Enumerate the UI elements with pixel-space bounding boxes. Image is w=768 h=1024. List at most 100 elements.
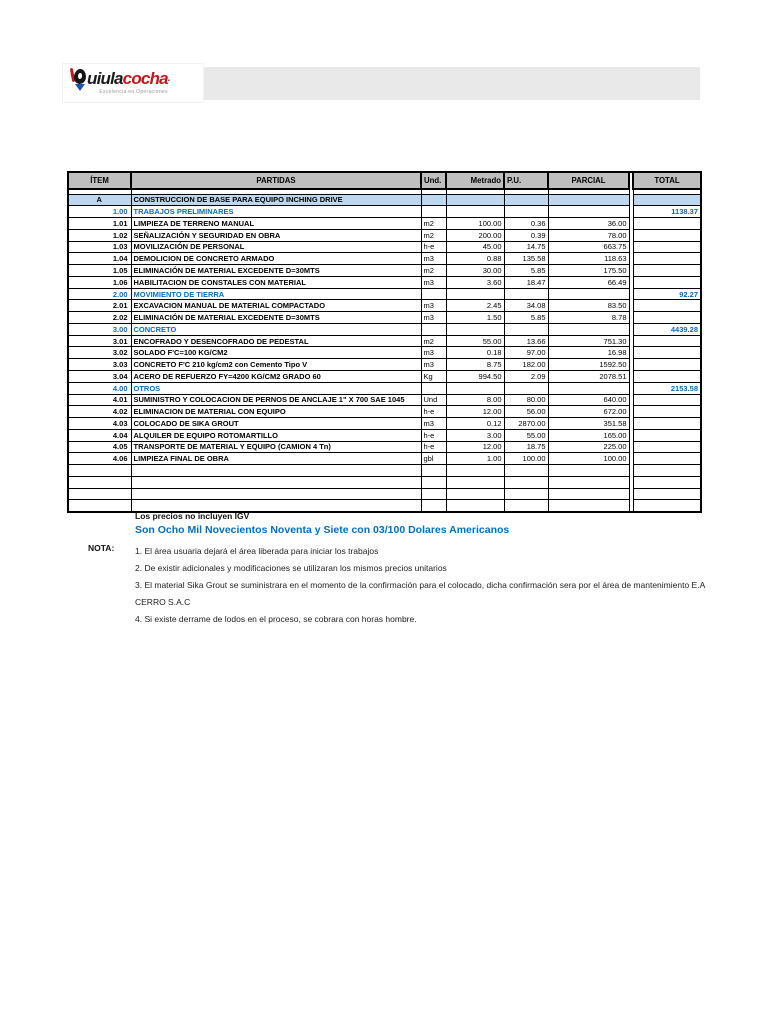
cell-und: m3 [420,346,447,360]
cell-parcial: 78.00 [547,228,630,242]
cell-item: 4.05 [67,440,132,454]
cell-partida: MOVILIZACIÓN DE PERSONAL [130,240,422,254]
cell-item: 1.01 [67,217,132,230]
empty-row [67,499,702,513]
note-item-1: 1. El área usuaria dejará el área libera… [135,546,379,556]
cell-pu: 56.00 [503,405,549,419]
cell-item: 3.01 [67,334,132,348]
no-igv-note: Los precios no incluyen IGV [135,511,250,521]
cell-parcial: 640.00 [547,393,630,407]
cell-metrado: 0.18 [445,346,505,360]
cell-item [67,475,132,489]
table-row: 3.03 CONCRETO F'C 210 kg/cm2 con Cemento … [67,358,702,371]
table-body: A CONSTRUCCION DE BASE PARA EQUIPO INCHIN… [67,188,702,513]
cell-pu: 80.00 [503,393,549,407]
cell-total: 1138.37 [632,205,702,219]
cell-metrado [445,205,505,219]
cell-und [420,475,447,489]
cell-total: 4439.28 [632,322,702,336]
cell-item: 4.00 [67,381,132,395]
cell-metrado [445,475,505,489]
cell-item: A [67,193,132,207]
cell-parcial: 36.00 [547,217,630,230]
cell-item: 1.00 [67,205,132,219]
section-row: 4.00 OTROS 2153.58 [67,381,702,395]
cell-parcial [547,381,630,395]
cell-metrado: 30.00 [445,264,505,277]
cell-parcial [547,464,630,477]
cell-item: 2.01 [67,299,132,313]
cell-metrado: 55.00 [445,334,505,348]
cell-metrado [445,193,505,207]
table-row: 4.04 ALQUILER DE EQUIPO ROTOMARTILLO h-e 3.… [67,428,702,442]
brand-wordmark: uiulacocha. [87,68,171,90]
cell-total [632,252,702,266]
table-row: 2.02 ELIMINACIÓN DE MATERIAL EXCEDENTE D=… [67,311,702,324]
cell-und: gbl [420,452,447,466]
cell-partida: MOVIMIENTO DE TIERRA [130,287,422,301]
table-row: 4.03 COLOCADO DE SIKA GROUT m3 0.12 2870.00 3… [67,417,702,430]
cell-item: 3.00 [67,322,132,336]
cell-pu: 2870.00 [503,417,549,430]
column-header-partida: PARTIDAS [130,171,422,190]
table-row: 3.04 ACERO DE REFUERZO FY=4200 KG/CM2 GRA… [67,369,702,383]
section-row: 3.00 CONCRETO 4439.28 [67,322,702,336]
cell-partida: CONCRETO F'C 210 kg/cm2 con Cemento Tipo… [130,358,422,371]
cell-total [632,311,702,324]
cell-item: 1.05 [67,264,132,277]
cell-total: 2153.58 [632,381,702,395]
cell-und: m3 [420,299,447,313]
cell-pu: 5.85 [503,264,549,277]
cell-metrado: 12.00 [445,440,505,454]
cell-und [420,487,447,501]
cell-partida: DEMOLICION DE CONCRETO ARMADO [130,252,422,266]
cell-parcial [547,475,630,489]
cell-und: m2 [420,217,447,230]
table-header: ÍTEM PARTIDAS Und. Metrado P.U. PARCIAL TOTAL [67,171,702,190]
cell-total [632,487,702,501]
cell-total [632,475,702,489]
brand-dot: . [167,73,171,84]
cell-pu [503,205,549,219]
table-row: 1.01 LIMPIEZA DE TERRENO MANUAL m2 100.00 0.… [67,217,702,230]
cell-pu: 18.75 [503,440,549,454]
cell-total: 92.27 [632,287,702,301]
cell-item [67,464,132,477]
table-row: 1.05 ELIMINACIÓN DE MATERIAL EXCEDENTE D=… [67,264,702,277]
empty-row [67,464,702,477]
cell-total [632,299,702,313]
cell-item: 4.01 [67,393,132,407]
cell-metrado [445,381,505,395]
cell-parcial: 83.50 [547,299,630,313]
cell-item: 4.04 [67,428,132,442]
cell-parcial: 672.00 [547,405,630,419]
cell-partida: COLOCADO DE SIKA GROUT [130,417,422,430]
cell-und: m3 [420,417,447,430]
cell-und: Und [420,393,447,407]
cell-pu: 2.09 [503,369,549,383]
cell-partida: TRABAJOS PRELIMINARES [130,205,422,219]
column-header-parcial: PARCIAL [547,171,630,190]
cell-partida: ELIMINACIÓN DE MATERIAL EXCEDENTE D=30MT… [130,311,422,324]
cell-item: 1.04 [67,252,132,266]
table-row: 1.06 HABILITACION DE CONSTALES CON MATERI… [67,275,702,289]
table-row: 1.04 DEMOLICION DE CONCRETO ARMADO m3 0.88 1… [67,252,702,266]
cell-partida: ELIMINACION DE MATERIAL CON EQUIPO [130,405,422,419]
cell-item: 3.04 [67,369,132,383]
cell-und: m2 [420,228,447,242]
cell-pu [503,287,549,301]
spacer-row [67,188,702,195]
cell-metrado: 8.00 [445,393,505,407]
cell-und: h-e [420,428,447,442]
column-header-pu: P.U. [503,171,549,190]
cell-total [632,440,702,454]
cell-metrado: 994.50 [445,369,505,383]
cell-partida: CONCRETO [130,322,422,336]
brand-name-black: uiula [87,69,123,88]
cell-total [632,264,702,277]
table-row: 3.01 ENCOFRADO Y DESENCOFRADO DE PEDESTAL… [67,334,702,348]
cell-und: m3 [420,252,447,266]
cell-parcial: 8.78 [547,311,630,324]
cell-und [420,205,447,219]
